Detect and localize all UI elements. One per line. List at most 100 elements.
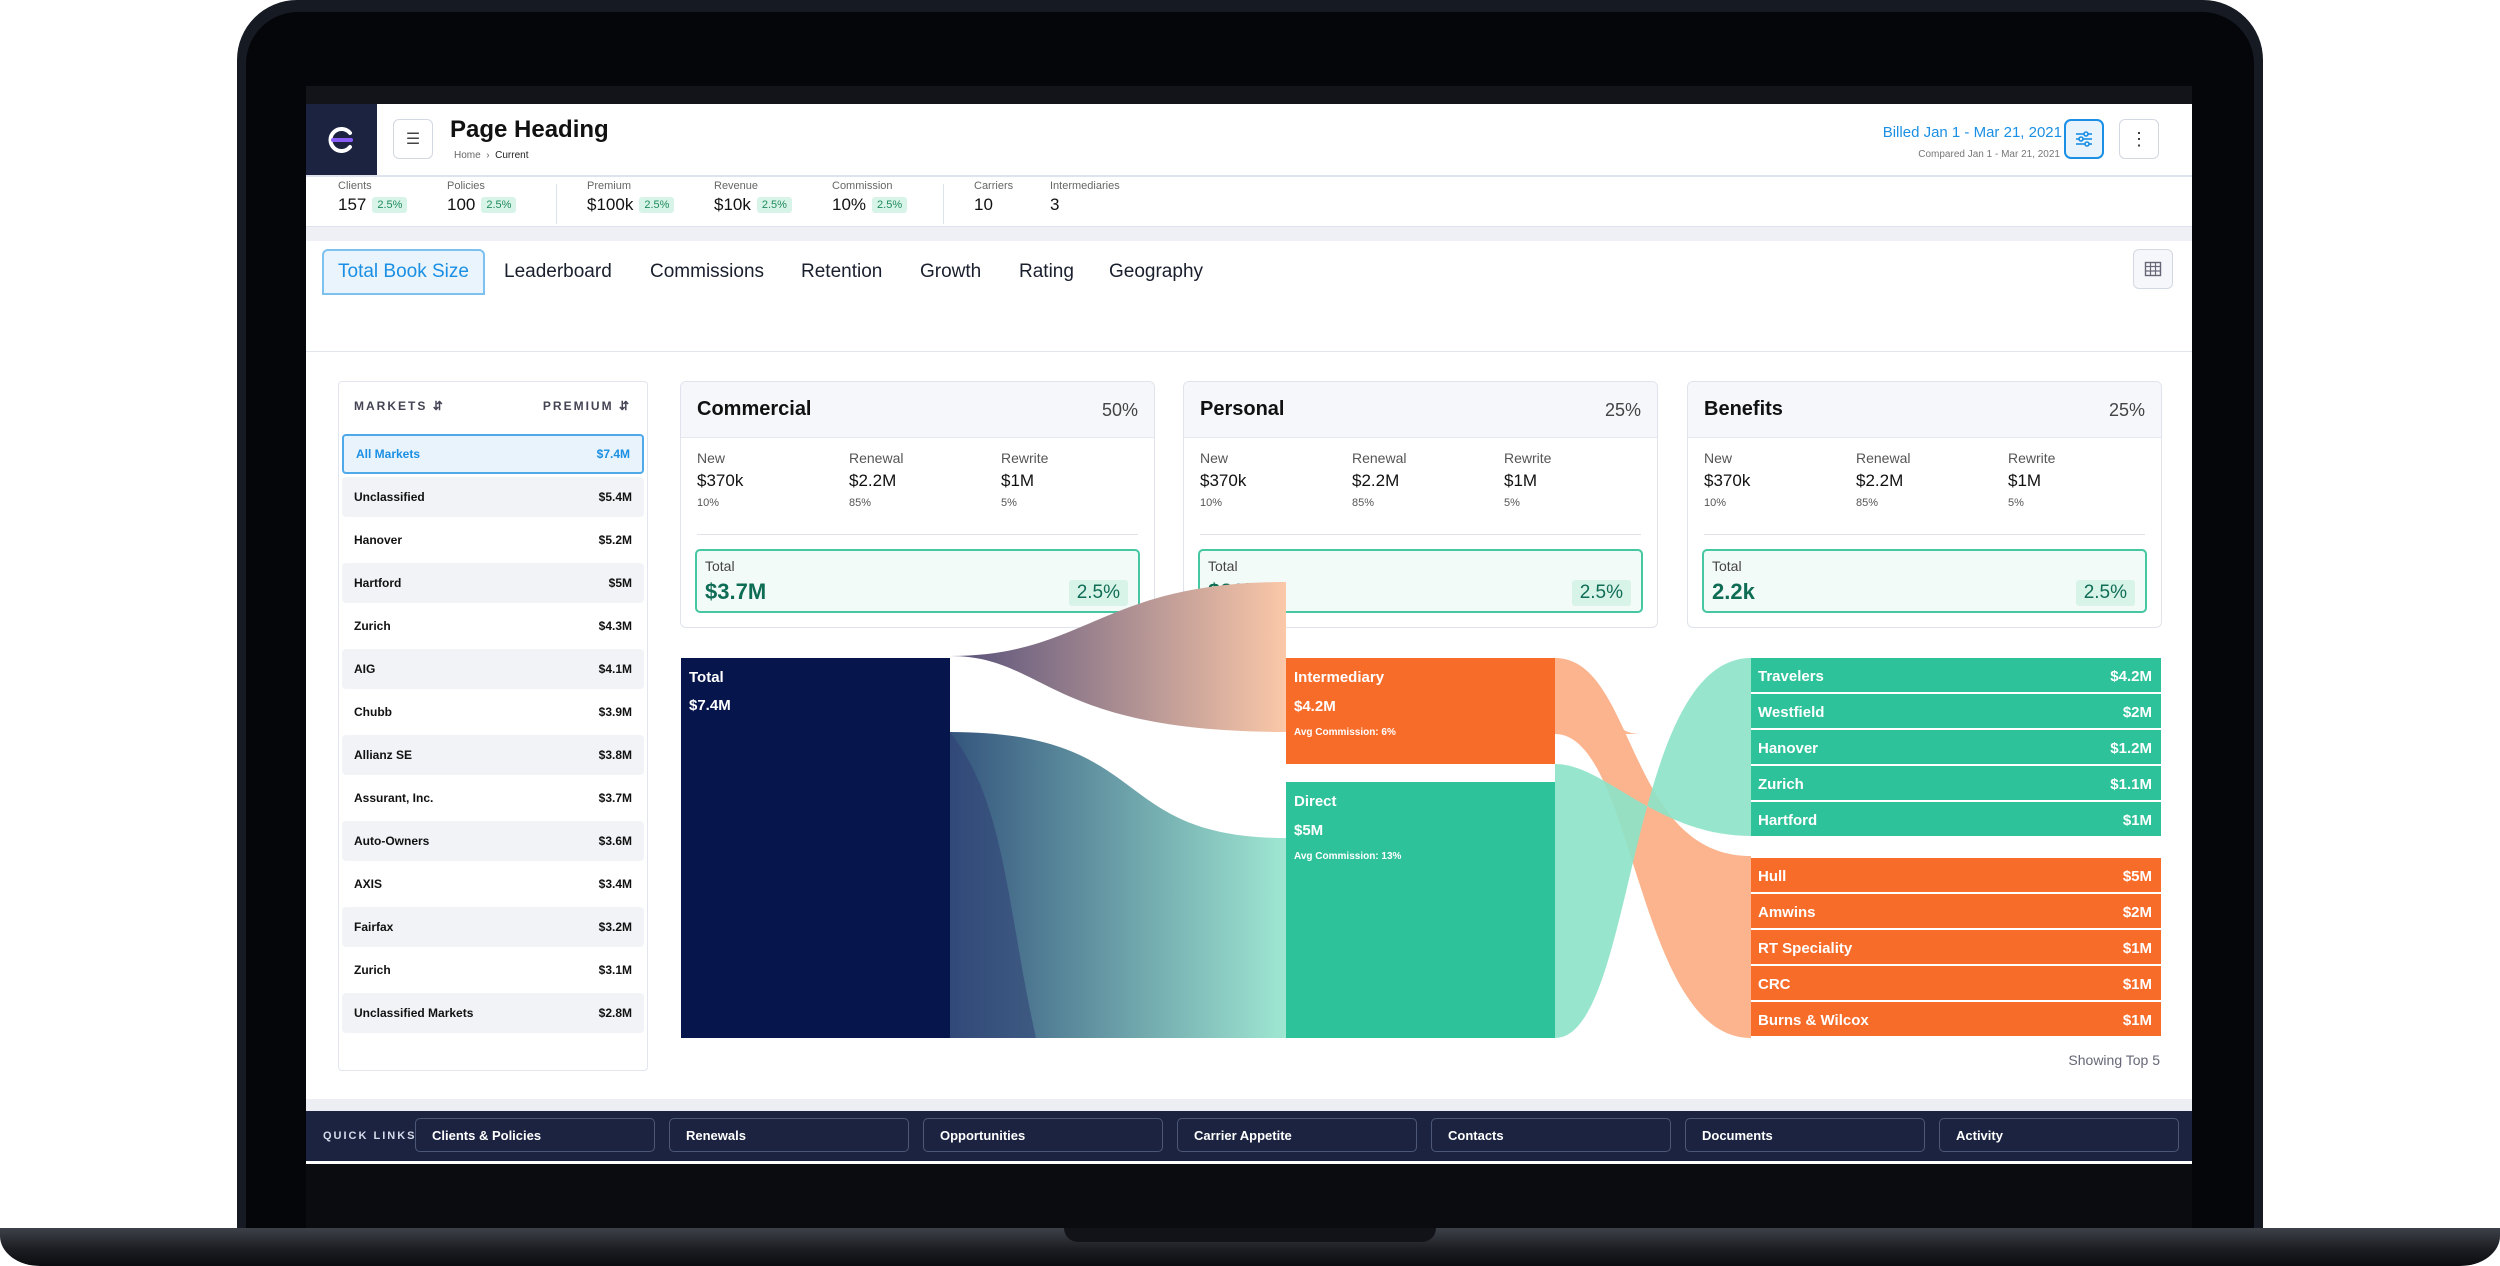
logo-icon [328, 126, 353, 153]
tab-growth[interactable]: Growth [920, 261, 982, 282]
tab-retention[interactable]: Retention [801, 261, 883, 282]
intermediary-row[interactable] [1751, 894, 2161, 928]
markets-column-header[interactable]: MARKETS ⇵ [354, 399, 445, 413]
card-metric: Rewrite $1M 5% [2008, 450, 2055, 509]
card-metric: New $370k 10% [1704, 450, 1750, 509]
carrier-row[interactable] [1751, 694, 2161, 728]
metric-value: $1M [1001, 471, 1035, 490]
row-value: $1M [2123, 1012, 2152, 1029]
summary-card-commercial[interactable]: Commercial 50% New $370k 10% Renewal $2.2M 85% R… [680, 381, 1155, 628]
carrier-row[interactable] [1751, 766, 2161, 800]
divider [697, 534, 1138, 535]
market-row[interactable]: Hanover $5.2M [342, 520, 644, 560]
card-metric: Rewrite $1M 5% [1504, 450, 1551, 509]
metric-label: New [1200, 450, 1229, 466]
quick-link-opportunities[interactable]: Opportunities [923, 1118, 1163, 1152]
change-badge: 2.5% [372, 197, 408, 213]
markets-panel: MARKETS ⇵ PREMIUM ⇵ All Markets $7.4M Uncl… [338, 381, 648, 1071]
row-value: $2M [2123, 704, 2152, 721]
table-view-button[interactable] [2133, 249, 2173, 289]
quick-link-contacts[interactable]: Contacts [1431, 1118, 1671, 1152]
market-row[interactable]: AIG $4.1M [342, 649, 644, 689]
row-value: $4.2M [2110, 668, 2152, 685]
metric-value: $370k [1200, 471, 1247, 490]
quick-link-documents[interactable]: Documents [1685, 1118, 1925, 1152]
brand-logo[interactable] [306, 104, 377, 175]
quick-link-renewals[interactable]: Renewals [669, 1118, 909, 1152]
row-value: $1M [2123, 976, 2152, 993]
market-row[interactable]: Auto-Owners $3.6M [342, 821, 644, 861]
node-direct[interactable] [1286, 782, 1555, 1038]
menu-button[interactable]: ☰ [393, 119, 433, 159]
more-options-button[interactable]: ⋮ [2119, 119, 2159, 159]
market-row[interactable]: Assurant, Inc. $3.7M [342, 778, 644, 818]
intermediary-row[interactable] [1751, 966, 2161, 1000]
breadcrumb: Home › Current [454, 150, 529, 161]
filter-button[interactable] [2064, 119, 2104, 159]
metric-label: New [697, 450, 726, 466]
row-name: Hull [1758, 868, 1786, 885]
row-value: $5M [2123, 868, 2152, 885]
metric-value: $2.2M [1856, 471, 1904, 490]
node-direct-value: $5M [1294, 822, 1323, 839]
change-badge: 2.5% [481, 197, 517, 213]
quick-link-clients-policies[interactable]: Clients & Policies [415, 1118, 655, 1152]
summary-card-benefits[interactable]: Benefits 25% New $370k 10% Renewal $2.2M 85% Rew… [1687, 381, 2162, 628]
market-name: AIG [354, 662, 376, 676]
metric-label: Rewrite [1504, 450, 1552, 466]
compared-range: Compared Jan 1 - Mar 21, 2021 [1918, 149, 2060, 160]
market-name: Hartford [354, 576, 402, 590]
metric-share: 10% [1704, 497, 1727, 509]
tab-commissions[interactable]: Commissions [650, 261, 765, 282]
market-row[interactable]: Unclassified $5.4M [342, 477, 644, 517]
market-row[interactable]: Allianz SE $3.8M [342, 735, 644, 775]
market-row[interactable]: AXIS $3.4M [342, 864, 644, 904]
market-name: AXIS [354, 877, 383, 891]
carrier-row[interactable] [1751, 658, 2161, 692]
divider [556, 184, 557, 224]
metric-label: Renewal [849, 450, 904, 466]
quick-link-activity[interactable]: Activity [1939, 1118, 2179, 1152]
market-row[interactable]: Unclassified Markets $2.8M [342, 993, 644, 1033]
tab-geography[interactable]: Geography [1109, 261, 1204, 282]
card-share: 25% [1604, 400, 1641, 420]
total-value: $3.7M [705, 579, 767, 604]
screen-top-bezel [306, 86, 2192, 104]
card-metric: Renewal $2.2M 85% [849, 450, 903, 509]
node-intermediary[interactable] [1286, 658, 1555, 764]
market-name: Zurich [354, 619, 391, 633]
market-premium: $5.2M [598, 533, 632, 547]
market-row[interactable]: Hartford $5M [342, 563, 644, 603]
tab-leaderboard[interactable]: Leaderboard [504, 261, 612, 282]
market-premium: $3.9M [598, 705, 632, 719]
total-label: Total [1208, 558, 1238, 574]
node-total[interactable] [681, 658, 950, 1038]
intermediary-row[interactable] [1751, 858, 2161, 892]
breadcrumb-home[interactable]: Home [454, 150, 481, 161]
row-name: Westfield [1758, 704, 1824, 721]
market-premium: $3.8M [598, 748, 632, 762]
divider [943, 184, 944, 224]
market-row[interactable]: Zurich $3.1M [342, 950, 644, 990]
tab-total-book-size[interactable]: Total Book Size [322, 249, 485, 295]
tab-rating[interactable]: Rating [1019, 261, 1074, 282]
market-row[interactable]: All Markets $7.4M [342, 434, 644, 474]
total-value: 2.2k [1712, 579, 1755, 604]
intermediary-row[interactable] [1751, 930, 2161, 964]
stat-value: 10% [832, 195, 867, 214]
market-row[interactable]: Fairfax $3.2M [342, 907, 644, 947]
quick-link-carrier-appetite[interactable]: Carrier Appetite [1177, 1118, 1417, 1152]
premium-column-header[interactable]: PREMIUM ⇵ [542, 399, 631, 413]
card-metric: Rewrite $1M 5% [1001, 450, 1048, 509]
change-badge: 2.5% [756, 197, 792, 213]
change-badge: 2.5% [872, 197, 908, 213]
table-icon [2144, 261, 2162, 277]
quick-links-bar: QUICK LINKS Clients & Policies Renewals Op… [306, 1111, 2192, 1161]
carrier-row[interactable] [1751, 802, 2161, 836]
market-row[interactable]: Chubb $3.9M [342, 692, 644, 732]
card-total: Total 2.2k 2.5% [1702, 549, 2147, 613]
market-row[interactable]: Zurich $4.3M [342, 606, 644, 646]
market-premium: $4.1M [598, 662, 632, 676]
intermediary-row[interactable] [1751, 1002, 2161, 1036]
carrier-row[interactable] [1751, 730, 2161, 764]
